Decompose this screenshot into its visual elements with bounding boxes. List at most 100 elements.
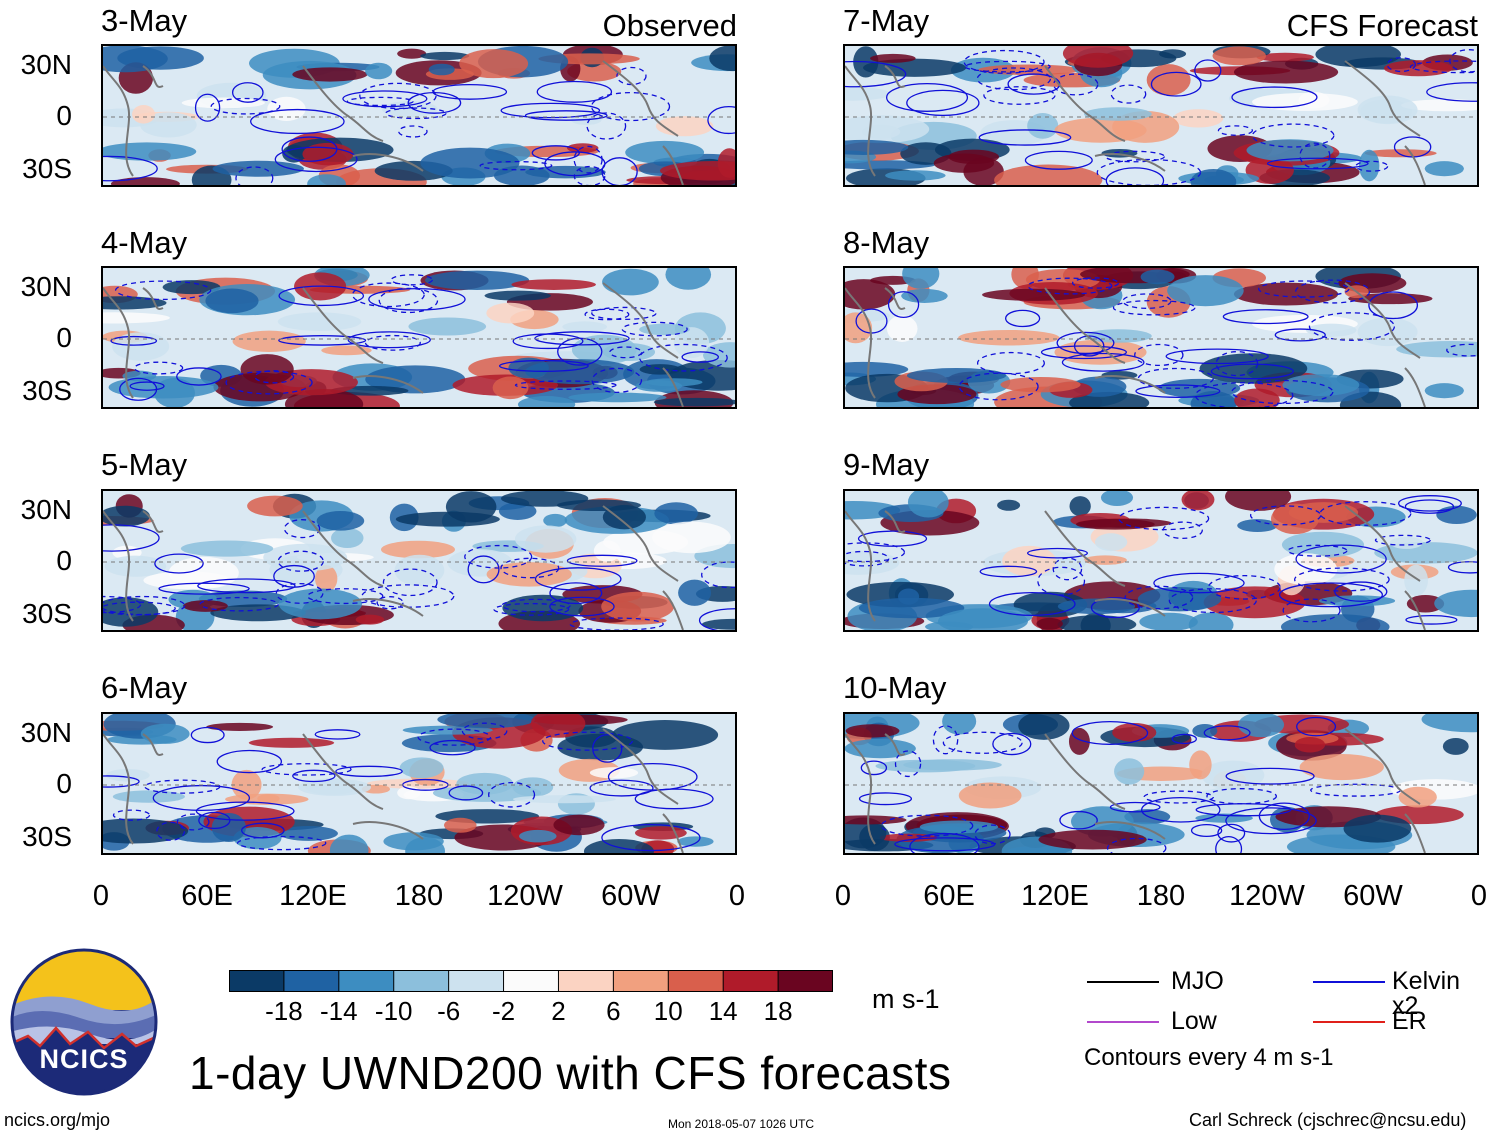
lon-label: 0	[92, 880, 110, 912]
wind-shading	[602, 504, 646, 530]
wind-shading	[1112, 723, 1157, 742]
wind-shading	[517, 396, 576, 407]
wind-shading	[1280, 614, 1390, 630]
wind-shading	[553, 814, 605, 836]
map-panel-fc-3	[843, 489, 1479, 632]
kelvin-contour	[1134, 343, 1184, 367]
kelvin-contour	[498, 359, 589, 372]
wind-shading	[408, 317, 487, 336]
kelvin-contour	[281, 136, 338, 162]
wind-shading	[634, 826, 687, 840]
kelvin-contour	[1027, 277, 1113, 295]
wind-shading	[140, 723, 190, 744]
kelvin-contour	[887, 291, 920, 319]
wind-shading	[1069, 496, 1091, 517]
kelvin-contour	[607, 762, 698, 791]
kelvin-contour	[566, 554, 638, 567]
wind-shading	[355, 614, 385, 625]
kelvin-contour	[621, 321, 688, 337]
map-panel-obs-2	[101, 266, 737, 409]
wind-shading	[1404, 564, 1428, 596]
wind-shading	[1364, 149, 1437, 158]
coastline	[103, 505, 684, 630]
footer-url[interactable]: ncics.org/mjo	[4, 1110, 111, 1130]
kelvin-contour	[500, 102, 601, 119]
wind-shading	[1396, 340, 1477, 358]
kelvin-contour	[885, 83, 969, 112]
kelvin-contour	[1405, 615, 1458, 625]
kelvin-contour	[1225, 807, 1317, 835]
kelvin-contour	[988, 591, 1076, 617]
kelvin-contour	[1299, 142, 1331, 169]
kelvin-contour	[1319, 501, 1412, 526]
kelvin-contour	[573, 145, 603, 174]
wind-shading	[183, 600, 228, 612]
wind-shading	[845, 724, 900, 738]
wind-shading	[1139, 612, 1198, 630]
kelvin-contour	[154, 553, 204, 574]
kelvin-contour	[306, 588, 384, 605]
colorbar-swatch	[393, 970, 450, 992]
kelvin-contour	[346, 96, 414, 107]
panel-date-fc-1: 7-May	[843, 3, 930, 38]
wind-shading	[568, 392, 667, 403]
kelvin-contour	[894, 837, 996, 852]
kelvin-contour	[707, 105, 735, 135]
kelvin-contour	[1258, 280, 1350, 298]
wind-shading	[1100, 491, 1134, 506]
wind-shading	[1315, 46, 1401, 68]
wind-shading	[901, 288, 948, 303]
wind-shading	[383, 832, 444, 851]
wind-shading	[512, 777, 554, 797]
wind-shading	[1256, 52, 1314, 62]
coastline	[103, 60, 684, 185]
wind-shading	[1252, 92, 1358, 111]
map-panel-obs-1	[101, 44, 737, 187]
kelvin-contour	[110, 335, 158, 346]
wind-shading	[1424, 161, 1464, 177]
kelvin-contour	[1071, 277, 1120, 289]
colorbar-swatch	[503, 970, 559, 992]
lon-label: 60W	[601, 880, 661, 912]
kelvin-contour	[1096, 158, 1202, 185]
lat-label: 0	[56, 322, 72, 353]
legend-line-er	[1313, 1021, 1385, 1023]
lon-label: 0	[1470, 880, 1488, 912]
wind-shading	[494, 165, 550, 185]
wind-shading	[486, 562, 572, 587]
kelvin-contour	[590, 91, 671, 122]
kelvin-contour	[216, 749, 283, 774]
colorbar-tick-label: 10	[653, 996, 683, 1026]
wind-shading	[1237, 519, 1278, 533]
wind-shading	[1383, 60, 1453, 77]
kelvin-contour	[1073, 335, 1105, 357]
kelvin-contour	[524, 110, 608, 121]
kelvin-contour	[979, 565, 1038, 578]
kelvin-contour	[429, 739, 476, 756]
page-title: 1-day UWND200 with CFS forecasts	[189, 1047, 952, 1099]
kelvin-contour	[592, 734, 623, 763]
kelvin-contour	[103, 524, 160, 552]
kelvin-contour	[382, 568, 438, 597]
kelvin-contour	[1071, 720, 1149, 745]
wind-shading	[898, 588, 920, 605]
kelvin-contour	[1040, 345, 1127, 360]
kelvin-contour	[1446, 343, 1477, 357]
wind-shading	[942, 714, 977, 735]
wind-shading	[321, 345, 372, 356]
kelvin-contour	[845, 60, 907, 88]
panel-date-fc-3: 9-May	[843, 447, 930, 482]
kelvin-contour	[1217, 823, 1246, 843]
wind-shading	[316, 510, 365, 531]
kelvin-contour	[909, 832, 980, 853]
kelvin-contour	[586, 112, 627, 140]
kelvin-contour	[158, 582, 250, 595]
wind-shading	[1159, 49, 1187, 59]
colorbar-swatch	[283, 970, 340, 992]
wind-shading	[331, 527, 364, 549]
wind-shading	[530, 714, 586, 738]
coastline	[845, 728, 1426, 853]
wind-shading	[678, 579, 712, 606]
wind-shading	[257, 794, 280, 804]
lon-label: 60W	[1343, 880, 1403, 912]
